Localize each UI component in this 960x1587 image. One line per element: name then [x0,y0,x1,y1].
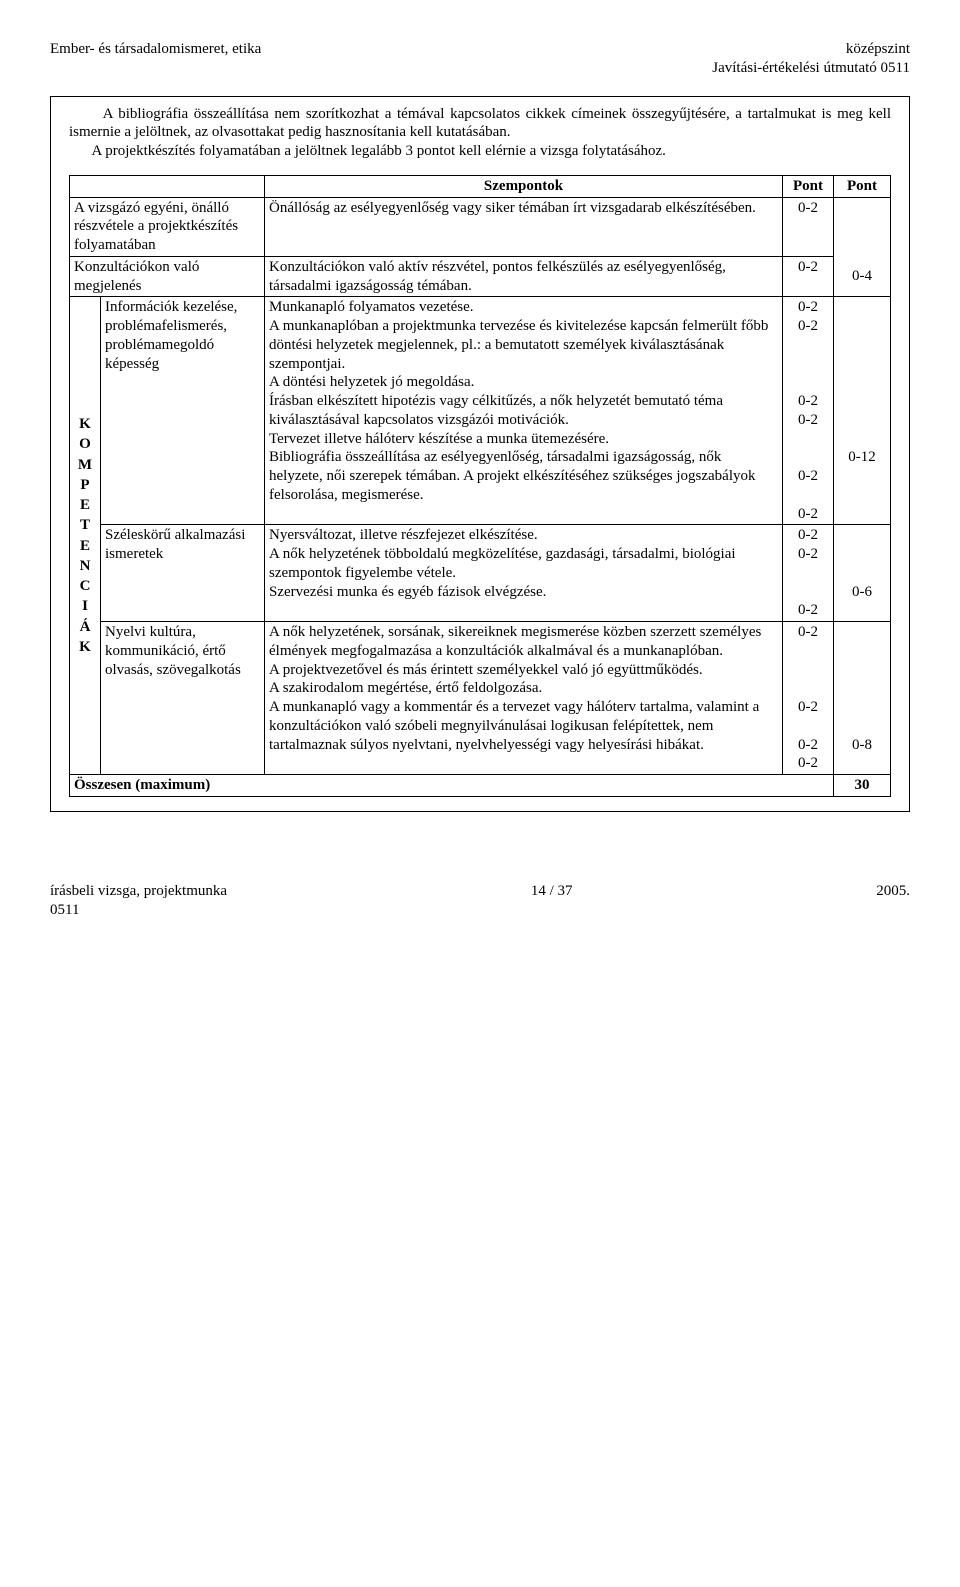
criterion-label: A vizsgázó egyéni, önálló részvétele a p… [70,197,265,256]
points-sub: 0-2 0-2 0-2 0-2 [783,622,834,775]
points-total: 0-8 [834,622,891,775]
rubric-table: Szempontok Pont Pont A vizsgázó egyéni, … [69,175,891,797]
criterion-label: Széleskörű alkalmazási ismeretek [101,525,265,622]
points-sub: 0-2 [783,197,834,256]
footer-mid: 14 / 37 [531,882,573,920]
criterion-desc: Önállóság az esélyegyenlőség vagy siker … [265,197,783,256]
table-sum-row: Összesen (maximum) 30 [70,775,891,797]
table-row: Széleskörű alkalmazási ismeretek Nyersvá… [70,525,891,622]
criterion-desc: Munkanapló folyamatos vezetése. A munkan… [265,297,783,525]
header-right-1: középszint [712,40,910,59]
table-row: A vizsgázó egyéni, önálló részvétele a p… [70,197,891,256]
table-head-row: Szempontok Pont Pont [70,175,891,197]
col-pont1: Pont [783,175,834,197]
footer-left: írásbeli vizsga, projektmunka0511 [50,882,227,920]
sum-value: 30 [834,775,891,797]
points-total: 0-4 [834,256,891,297]
col-pont2: Pont [834,175,891,197]
points-sub: 0-2 0-2 0-2 [783,525,834,622]
intro-p1: A bibliográfia összeállítása nem szorítk… [69,105,891,143]
header-right-2: Javítási-értékelési útmutató 0511 [712,59,910,78]
kompetenciak-label: KOMPETENCIÁK [70,297,101,775]
footer-right: 2005. [876,882,910,920]
table-row: KOMPETENCIÁK Információk kezelése, probl… [70,297,891,525]
criterion-label: Konzultációkon való megjelenés [70,256,265,297]
header-left: Ember- és társadalomismeret, etika [50,40,261,78]
points-sub: 0-2 [783,256,834,297]
table-row: Nyelvi kultúra, kommunikáció, értő olvas… [70,622,891,775]
header-right: középszint Javítási-értékelési útmutató … [712,40,910,78]
page-header: Ember- és társadalomismeret, etika közép… [50,40,910,78]
points-total: 0-12 [834,297,891,525]
table-row: Konzultációkon való megjelenés Konzultác… [70,256,891,297]
criterion-label: Információk kezelése, problémafelismerés… [101,297,265,525]
criterion-label: Nyelvi kultúra, kommunikáció, értő olvas… [101,622,265,775]
intro-box: A bibliográfia összeállítása nem szorítk… [50,96,910,812]
criterion-desc: Konzultációkon való aktív részvétel, pon… [265,256,783,297]
points-sub: 0-2 0-2 0-2 0-2 0-2 0-2 [783,297,834,525]
criterion-desc: Nyersváltozat, illetve részfejezet elkés… [265,525,783,622]
points-total: 0-6 [834,525,891,622]
col-szempontok: Szempontok [265,175,783,197]
criterion-desc: A nők helyzetének, sorsának, sikereiknek… [265,622,783,775]
page-footer: írásbeli vizsga, projektmunka0511 14 / 3… [50,882,910,920]
intro-p2: A projektkészítés folyamatában a jelöltn… [69,142,891,161]
sum-label: Összesen (maximum) [70,775,834,797]
